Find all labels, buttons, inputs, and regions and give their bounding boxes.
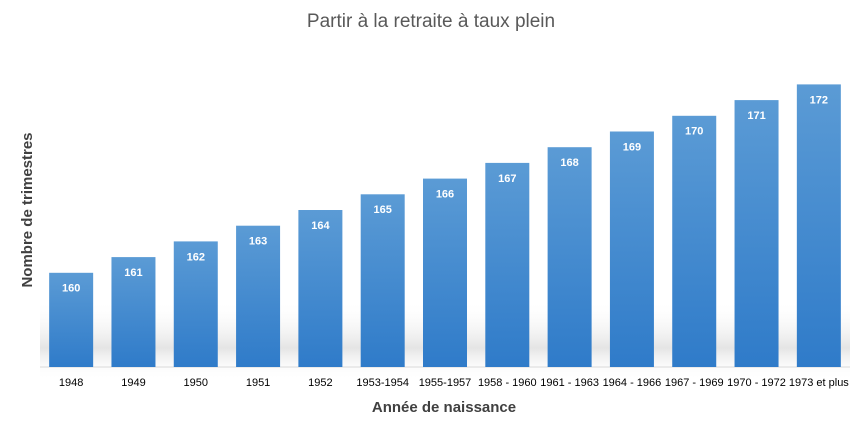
bar: [423, 178, 467, 367]
x-tick-label: 1952: [308, 377, 332, 389]
x-tick-label: 1955-1957: [419, 377, 472, 389]
bar: [49, 272, 94, 367]
x-tick-label: 1970 - 1972: [727, 377, 786, 389]
data-label: 169: [623, 141, 641, 153]
bar: [111, 257, 156, 367]
x-tick-label: 1967 - 1969: [665, 377, 724, 389]
bar: [298, 210, 343, 367]
x-tick-label: 1973 et plus: [789, 377, 849, 389]
x-tick-label: 1958 - 1960: [478, 377, 537, 389]
bar: [360, 194, 405, 367]
x-tick-label: 1964 - 1966: [603, 377, 662, 389]
data-label: 162: [187, 251, 205, 263]
data-label: 163: [249, 236, 267, 248]
bar: [547, 147, 592, 367]
data-label: 161: [124, 267, 142, 279]
data-label: 167: [498, 173, 516, 185]
data-label: 165: [374, 204, 392, 216]
x-tick-label: 1961 - 1963: [540, 377, 599, 389]
bar: [609, 131, 654, 367]
bar: [734, 100, 779, 367]
bar: [796, 84, 841, 368]
data-label: 166: [436, 189, 454, 201]
data-label: 171: [747, 110, 765, 122]
x-tick-label: 1949: [121, 377, 145, 389]
data-label: 164: [311, 220, 330, 232]
y-axis-title: Nombre de trimestres: [19, 132, 36, 287]
data-label: 170: [685, 126, 703, 138]
bar: [485, 162, 530, 367]
data-label: 168: [560, 157, 578, 169]
x-axis-title: Année de naissance: [372, 399, 516, 416]
bar: [236, 225, 281, 367]
bar: [672, 115, 717, 367]
chart-title: Partir à la retraite à taux plein: [307, 11, 555, 32]
data-label: 160: [62, 283, 80, 295]
x-tick-label: 1948: [59, 377, 83, 389]
x-tick-label: 1953-1954: [356, 377, 409, 389]
data-label: 172: [810, 94, 828, 106]
x-tick-label: 1950: [184, 377, 208, 389]
x-tick-label: 1951: [246, 377, 270, 389]
bar: [173, 241, 218, 367]
